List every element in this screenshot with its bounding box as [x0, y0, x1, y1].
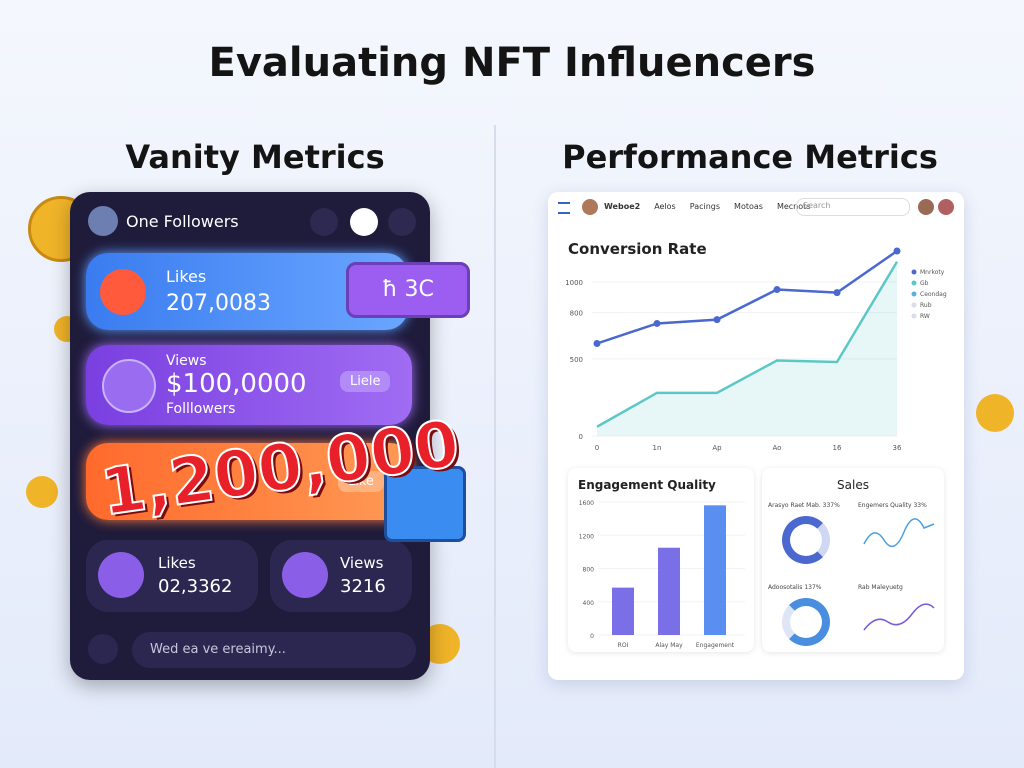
page-title: Evaluating NFT Influencers — [208, 40, 816, 86]
stat-value: 02,3362 — [158, 576, 233, 597]
nav-item[interactable]: Aelos — [654, 202, 676, 211]
menu-icon[interactable] — [558, 202, 570, 214]
followers-card: Like — [86, 443, 412, 520]
divider — [494, 125, 496, 768]
like-bubble: ħ 3C — [346, 262, 470, 318]
nav-item: Weboe2 — [604, 202, 641, 211]
avatar — [582, 199, 598, 215]
coin — [976, 394, 1014, 432]
views-card: Views $100,0000 Folllowers Liele — [86, 345, 412, 425]
message-input[interactable]: Wed ea ve ereaimy... — [132, 632, 416, 668]
card-label: Views — [166, 353, 207, 369]
panel-title: Sales — [837, 478, 869, 492]
mini-label: Rab Maleyuetg — [858, 584, 903, 591]
like-button[interactable]: Liele — [340, 371, 391, 392]
performance-heading: Performance Metrics — [562, 138, 938, 176]
mini-label: Engemers Quality 33% — [858, 502, 927, 509]
input-placeholder: Wed ea ve ereaimy... — [150, 642, 286, 657]
header-text: One Followers — [126, 212, 239, 231]
nav: Weboe2 Aelos Pacings Motoas Mecnots — [604, 202, 810, 211]
card-value: 207,0083 — [166, 291, 271, 316]
avatar — [938, 199, 954, 215]
avatar — [88, 206, 118, 236]
icon-button[interactable] — [310, 208, 338, 236]
stat-value: 3216 — [340, 576, 386, 597]
camera-button[interactable] — [88, 634, 118, 664]
chart-title: Engagement Quality — [578, 478, 716, 492]
stat-card: Views 3216 — [270, 540, 412, 612]
donut — [782, 516, 830, 564]
sparkline — [863, 518, 935, 548]
nav-item[interactable]: Pacings — [689, 202, 721, 211]
like-button[interactable]: Like — [338, 471, 384, 492]
mini-label: Arasyo Raet Mab. 337% — [768, 502, 840, 509]
chart-title: Conversion Rate — [568, 240, 707, 258]
search-placeholder: Search — [803, 201, 831, 210]
bar-panel: Engagement Quality — [568, 468, 754, 652]
icon — [282, 552, 328, 598]
icon-button[interactable] — [350, 208, 378, 236]
nav-item[interactable]: Motoas — [734, 202, 763, 211]
nav-item[interactable]: Mecnots — [776, 202, 811, 211]
card-label: Likes — [166, 267, 207, 286]
mini-label: Adoosotalis 137% — [768, 584, 822, 591]
icon — [100, 269, 146, 315]
icon-button[interactable] — [388, 208, 416, 236]
sales-panel: Sales Arasyo Raet Mab. 337% Engemers Qua… — [762, 468, 944, 652]
card-value: $100,0000 — [166, 369, 307, 399]
stat-card: Likes 02,3362 — [86, 540, 258, 612]
icon — [98, 552, 144, 598]
icon — [102, 359, 156, 413]
coin — [26, 476, 58, 508]
stat-label: Likes — [158, 554, 196, 572]
stat-label: Views — [340, 554, 384, 572]
vanity-heading: Vanity Metrics — [125, 138, 385, 176]
badge — [384, 466, 466, 542]
donut — [782, 598, 830, 646]
search-box[interactable]: Search — [796, 198, 910, 216]
avatar — [918, 199, 934, 215]
sparkline — [863, 603, 935, 631]
card-sub: Folllowers — [166, 401, 236, 417]
dashboard: Weboe2 Aelos Pacings Motoas Mecnots Search C… — [548, 192, 964, 680]
